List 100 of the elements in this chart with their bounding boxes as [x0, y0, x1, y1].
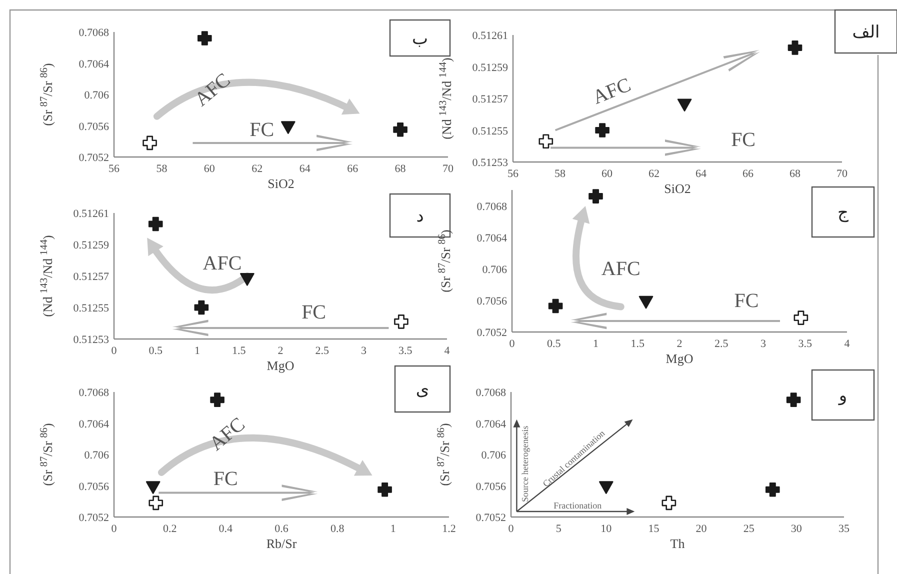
y-tick-label: 0.51257 — [472, 94, 508, 106]
x-tick-label: 4 — [844, 338, 850, 350]
x-tick-label: 0.4 — [218, 523, 234, 535]
text: ج — [838, 203, 849, 223]
chart-title: د — [416, 206, 424, 226]
x-tick-label: 66 — [742, 168, 754, 180]
y-tick-label: 0.7064 — [78, 418, 110, 430]
x-tick-label: 20 — [696, 523, 708, 535]
point — [588, 189, 603, 204]
point — [394, 314, 408, 329]
point — [194, 300, 209, 315]
y-tick-label: 0.7056 — [78, 480, 110, 493]
x-tick-label: 68 — [790, 168, 801, 180]
x-tick-label: 64 — [299, 163, 311, 175]
x-tick-label: 3.5 — [798, 338, 812, 350]
annotation: FC — [213, 468, 238, 490]
point — [662, 496, 676, 510]
x-tick-label: 58 — [156, 163, 168, 175]
x-axis-title: SiO2 — [664, 181, 691, 196]
y-tick-label: 0.7064 — [476, 418, 506, 430]
x-tick-label: 1.5 — [630, 338, 645, 350]
y-tick-label: 0.51259 — [472, 62, 508, 74]
y-tick-label: 0.51259 — [73, 240, 110, 252]
x-tick-label: 10 — [600, 523, 612, 535]
y-tick-label: 0.7052 — [78, 512, 109, 524]
x-tick-label: 64 — [696, 168, 707, 180]
x-tick-label: 0 — [508, 523, 514, 535]
point — [281, 121, 296, 134]
x-tick-label: 62 — [252, 163, 263, 175]
point — [538, 134, 554, 149]
x-tick-label: 0.8 — [330, 523, 345, 535]
x-tick-label: 0.6 — [274, 523, 289, 535]
x-tick-label: 0 — [509, 338, 516, 350]
y-tick-label: 0.7052 — [78, 152, 109, 164]
annotation: FC — [250, 118, 274, 141]
x-tick-label: 56 — [508, 168, 519, 180]
point — [198, 31, 212, 46]
x-tick-label: 30 — [790, 523, 802, 535]
annotation: FC — [731, 129, 756, 152]
x-tick-label: 2 — [676, 338, 682, 350]
x-tick-label: 0 — [111, 345, 118, 357]
point — [638, 296, 654, 309]
x-tick-label: 3 — [760, 338, 766, 350]
y-tick-label: 0.51257 — [73, 271, 110, 283]
y-tick-label: 0.7068 — [476, 200, 508, 213]
chart-title: و — [838, 386, 848, 406]
x-tick-label: 0 — [111, 523, 118, 535]
y-tick-label: 0.706 — [481, 450, 506, 462]
y-tick-label: 0.7056 — [476, 480, 506, 493]
point — [378, 482, 392, 497]
x-tick-label: 15 — [648, 523, 660, 535]
point — [142, 136, 157, 150]
y-tick-label: 0.706 — [482, 264, 508, 276]
y-tick-label: 0.7064 — [78, 58, 110, 70]
y-tick-label: 0.51255 — [73, 302, 110, 314]
x-axis-title: Th — [670, 536, 686, 551]
annotation: FC — [302, 302, 326, 324]
annotation: Source heterogenesis — [520, 425, 530, 502]
x-tick-label: 3.5 — [398, 345, 413, 357]
y-tick-label: 0.7056 — [476, 295, 508, 308]
point — [393, 122, 408, 137]
x-tick-label: 2.5 — [315, 345, 330, 357]
y-tick-label: 0.51261 — [472, 30, 508, 42]
y-tick-label: 0.7068 — [78, 27, 110, 39]
point — [765, 482, 780, 497]
y-tick-label: 0.706 — [84, 450, 110, 462]
chart-title: ب — [412, 29, 428, 49]
chart-title: الف — [852, 22, 880, 42]
annotation: AFC — [590, 74, 634, 109]
y-tick-label: 0.51255 — [472, 125, 508, 138]
point — [240, 273, 254, 286]
x-tick-label: 1.5 — [232, 345, 246, 357]
x-tick-label: 1 — [194, 345, 200, 357]
x-tick-label: 2 — [278, 345, 284, 357]
x-tick-label: 62 — [648, 168, 660, 180]
point — [598, 481, 614, 494]
x-tick-label: 70 — [442, 163, 454, 175]
y-tick-label: 0.7052 — [476, 512, 506, 524]
x-axis-title: MgO — [266, 358, 294, 373]
point — [794, 310, 808, 325]
x-tick-label: 2.5 — [714, 338, 729, 350]
x-tick-label: 56 — [108, 163, 120, 175]
x-tick-label: 0.2 — [162, 523, 177, 535]
annotation: AFC — [205, 413, 250, 456]
y-tick-label: 0.7064 — [476, 232, 508, 244]
point — [548, 298, 563, 314]
annotation: AFC — [202, 252, 242, 275]
x-tick-label: 4 — [444, 345, 450, 357]
y-tick-label: 0.7052 — [476, 327, 507, 339]
x-tick-label: 25 — [743, 523, 755, 535]
y-tick-label: 0.51253 — [472, 157, 508, 169]
x-tick-label: 66 — [347, 163, 359, 175]
y-tick-label: 0.7068 — [476, 387, 506, 399]
x-tick-label: 3 — [361, 345, 367, 357]
annotation: AFC — [601, 258, 640, 280]
point — [146, 481, 160, 494]
y-tick-label: 0.51253 — [73, 334, 110, 346]
x-tick-label: 1.2 — [442, 523, 456, 535]
x-tick-label: 0.5 — [148, 345, 163, 357]
point — [148, 216, 163, 232]
